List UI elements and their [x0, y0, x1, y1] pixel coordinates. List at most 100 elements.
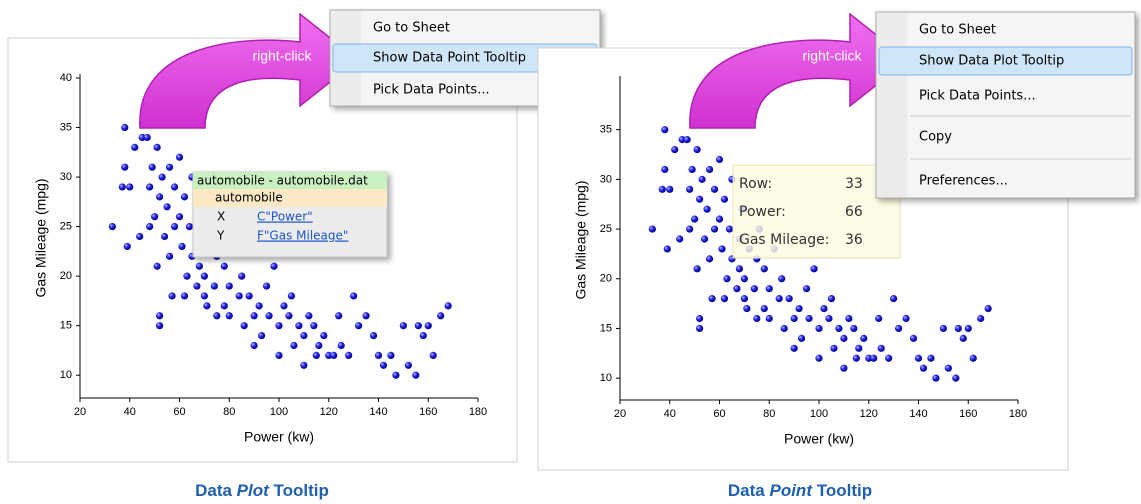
data-point — [300, 361, 308, 369]
caption-part: Tooltip — [812, 481, 872, 500]
x-tick-label: 20 — [614, 408, 626, 420]
data-point — [165, 163, 174, 171]
data-point — [969, 354, 977, 362]
data-point — [160, 232, 169, 241]
x-tick-label: 40 — [124, 406, 136, 418]
data-point — [424, 322, 432, 330]
x-tick-label: 120 — [320, 406, 338, 418]
data-point — [178, 242, 186, 251]
data-point — [156, 312, 164, 320]
y-tick-label: 25 — [600, 223, 612, 235]
x-tick-label: 160 — [419, 406, 437, 418]
menu-item[interactable]: Pick Data Points... — [919, 89, 1036, 104]
data-point — [815, 354, 823, 362]
data-point — [335, 312, 343, 320]
data-point — [875, 314, 883, 323]
menu-item[interactable]: Copy — [919, 130, 952, 145]
tooltip-link[interactable]: C"Power" — [257, 210, 313, 224]
data-point — [200, 292, 208, 300]
data-point — [379, 361, 388, 369]
data-point — [213, 312, 221, 320]
data-point — [795, 304, 803, 313]
menu-item[interactable]: Go to Sheet — [919, 23, 996, 38]
data-point — [165, 252, 174, 260]
tooltip-key: Power: — [739, 204, 786, 220]
data-point — [927, 354, 935, 362]
data-point — [210, 282, 218, 290]
x-axis-title: Power (kw) — [784, 431, 854, 447]
menu-item[interactable]: Pick Data Points... — [373, 83, 490, 98]
data-point — [404, 361, 412, 369]
data-point — [250, 312, 258, 320]
data-point — [392, 371, 400, 379]
caption: Data Plot Tooltip — [195, 481, 329, 500]
data-point — [180, 292, 189, 300]
data-point — [146, 223, 154, 231]
data-point — [683, 136, 691, 144]
menu-item[interactable]: Go to Sheet — [373, 21, 450, 36]
y-tick-label: 20 — [60, 270, 72, 282]
data-point — [310, 322, 318, 330]
data-point — [193, 282, 201, 290]
data-point — [250, 341, 258, 350]
data-point — [175, 213, 184, 221]
tooltip-key: Y — [216, 229, 225, 243]
data-point — [312, 351, 320, 359]
data-point — [919, 364, 928, 372]
data-point — [225, 282, 233, 290]
data-point — [678, 136, 686, 144]
data-point — [705, 255, 714, 263]
caption: Data Point Tooltip — [728, 481, 872, 500]
data-point — [345, 351, 353, 359]
data-point — [153, 143, 161, 151]
data-point — [790, 344, 798, 352]
x-tick-label: 60 — [173, 406, 185, 418]
data-point — [238, 272, 246, 280]
data-point — [914, 354, 923, 362]
data-point — [175, 153, 184, 161]
data-point — [895, 324, 903, 333]
caption-part: Plot — [237, 481, 270, 500]
tooltip-header — [193, 172, 387, 189]
data-point — [718, 245, 726, 253]
data-point — [753, 314, 761, 323]
data-point — [387, 351, 395, 359]
data-point — [815, 324, 823, 333]
tooltip-link[interactable]: F"Gas Mileage" — [257, 229, 348, 243]
data-point — [708, 295, 716, 303]
tooltip-box — [732, 164, 901, 259]
data-point — [170, 183, 179, 191]
data-point — [827, 295, 836, 303]
data-point — [785, 295, 793, 303]
data-point — [295, 322, 303, 330]
data-point — [840, 334, 848, 342]
data-point — [148, 163, 156, 171]
data-point — [419, 331, 427, 340]
data-point — [255, 302, 263, 310]
y-tick-label: 35 — [600, 124, 612, 136]
data-point — [939, 324, 947, 333]
data-point — [902, 314, 910, 323]
data-point — [765, 314, 773, 323]
data-point — [369, 331, 378, 340]
data-point — [740, 275, 748, 283]
x-tick-label: 100 — [810, 408, 828, 420]
data-point — [280, 302, 288, 310]
data-point — [760, 265, 768, 273]
menu-item[interactable]: Show Data Plot Tooltip — [919, 54, 1064, 69]
arrow-label: right-click — [252, 48, 312, 64]
menu-item[interactable]: Preferences... — [919, 174, 1008, 189]
data-point — [733, 285, 741, 293]
y-axis-title: Gas Mileage (mpg) — [573, 180, 589, 299]
data-point — [710, 225, 719, 233]
menu-item[interactable]: Show Data Point Tooltip — [373, 51, 526, 66]
data-point — [852, 354, 860, 362]
data-point — [696, 324, 704, 333]
data-point — [121, 163, 129, 171]
data-point — [270, 262, 278, 270]
data-point — [203, 302, 211, 310]
data-point — [944, 364, 952, 372]
data-point — [977, 314, 985, 323]
data-point — [959, 334, 967, 342]
data-point — [666, 185, 674, 193]
